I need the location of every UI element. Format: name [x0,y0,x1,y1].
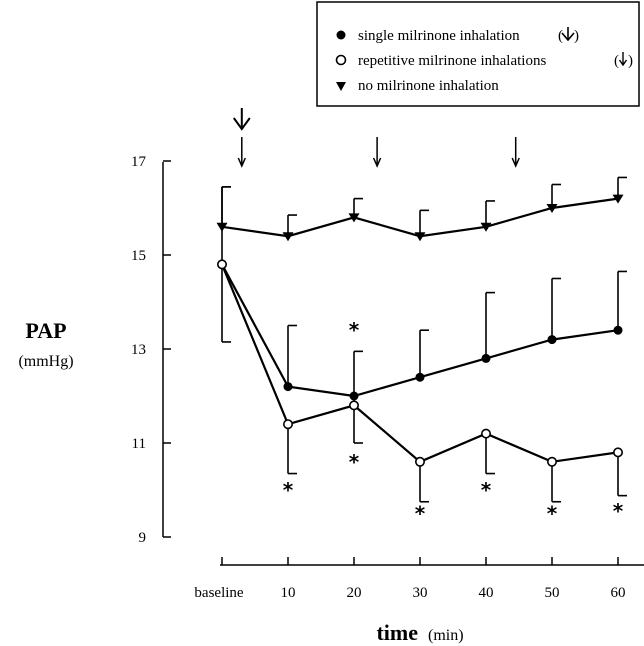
legend-label-single: single milrinone inhalation [358,28,520,44]
y-tick-label: 17 [131,154,147,170]
y-axis-unit: (mmHg) [18,353,73,370]
repetitive-inhalation-arrow-icon [511,137,520,168]
x-tick-label: 40 [479,585,494,601]
data-point [216,222,228,232]
data-point [282,419,293,430]
x-ticks: baseline 10 20 30 40 50 60 [194,557,626,601]
data-point [546,456,557,467]
x-axis-unit: (min) [428,627,464,644]
significance-asterisk: * [613,499,624,523]
inhalation-arrows [232,108,520,168]
data-point [481,353,491,363]
data-point [612,194,624,204]
significance-asterisk: * [547,502,558,526]
legend-box [316,1,640,107]
arrow-head [372,157,382,168]
y-tick-label: 9 [139,530,147,546]
data-point [480,428,491,439]
significance-marks: * * * * * * * [283,318,624,525]
legend-paren-close-single: ) [574,28,579,44]
repetitive-inhalation-arrow-icon [237,137,246,168]
legend-label-repetitive: repetitive milrinone inhalations [358,53,546,69]
x-tick-label: 50 [545,585,560,601]
y-tick-label: 15 [131,248,146,264]
x-axis-title: time [376,620,418,645]
legend-marker-single [336,30,346,40]
data-point [348,400,359,411]
significance-asterisk: * [283,478,294,502]
legend: single milrinone inhalation repetitive m… [316,1,640,107]
significance-asterisk: * [481,478,492,502]
arrow-head [237,157,246,168]
data-point [414,456,425,467]
arrow-head [232,117,251,131]
significance-asterisk: * [349,450,360,474]
legend-paren-open-repetitive: ( [614,53,619,69]
legend-label-none: no milrinone inhalation [358,78,499,94]
x-axis-label: time (min) [376,620,463,645]
data-point [283,382,293,392]
significance-asterisk: * [349,318,360,342]
data-point [613,325,623,335]
single-inhalation-arrow-icon [232,108,251,131]
y-axis-title: PAP [25,318,66,343]
data-point [349,391,359,401]
significance-asterisk: * [415,502,426,526]
x-tick-label: 60 [611,585,626,601]
data-point [612,447,623,458]
legend-arrow-single-icon [561,27,575,42]
arrow-head [511,157,520,168]
data-point [415,372,425,382]
legend-paren-open-single: ( [558,28,563,44]
y-tick-label: 13 [131,342,146,358]
legend-arrow-repetitive-icon [618,52,628,67]
data-point [480,222,492,232]
data-point [348,213,360,223]
data-point [217,259,228,270]
x-tick-label: 10 [281,585,296,601]
repetitive-inhalation-arrow-icon [372,137,382,168]
y-tick-label: 11 [132,436,146,452]
x-tick-label: 20 [347,585,362,601]
data-point [547,335,557,345]
data-point [546,204,558,213]
series-layer [216,176,627,503]
data-point [282,232,294,242]
y-ticks: 9 11 13 15 17 [131,154,171,546]
legend-paren-close-repetitive: ) [628,53,633,69]
data-point [414,232,426,242]
x-tick-label: baseline [194,585,243,601]
x-tick-label: 30 [413,585,428,601]
legend-marker-none [336,82,346,91]
legend-marker-repetitive [335,54,347,66]
